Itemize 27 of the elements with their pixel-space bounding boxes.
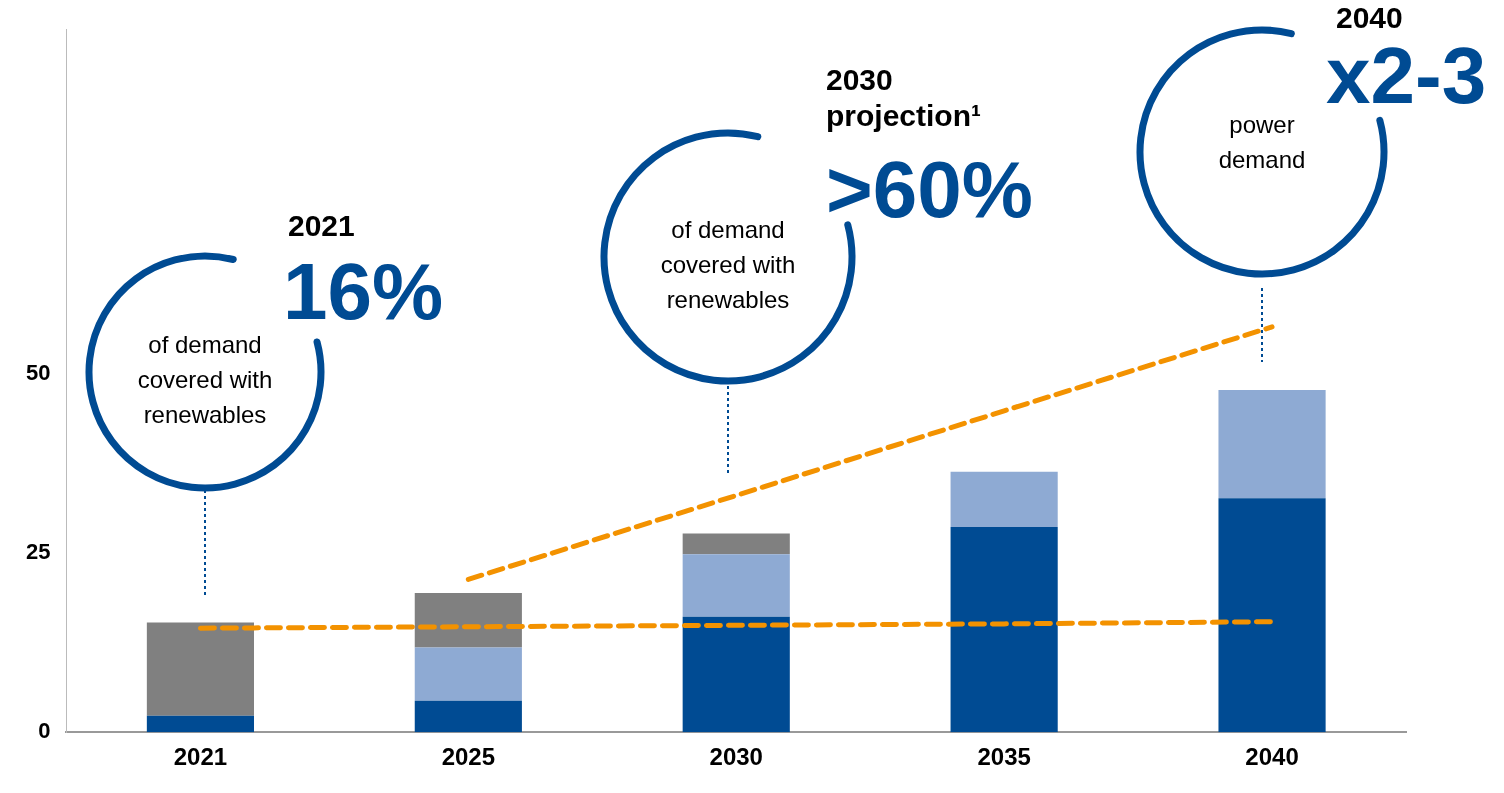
x-tick-label: 2035 [977, 743, 1031, 771]
bar [682, 554, 790, 617]
y-tick-label: 50 [25, 359, 51, 385]
annotation: >60% [826, 145, 1033, 234]
bar [414, 700, 522, 733]
bar [414, 593, 522, 648]
annotation: 2030 projection¹ [826, 62, 982, 134]
annotation: of demand covered with renewables [659, 215, 797, 315]
annotation: of demand covered with renewables [136, 330, 274, 430]
x-tick-label: 2030 [709, 743, 763, 771]
y-tick-label: 0 [38, 718, 51, 744]
bar [950, 527, 1058, 733]
annotation: power demand [1218, 111, 1306, 173]
bar [682, 616, 790, 733]
annotation: 2021 [288, 208, 356, 244]
bar [146, 622, 255, 716]
bar [950, 471, 1058, 528]
bar [414, 647, 522, 701]
bar [1218, 498, 1326, 733]
annotation: 16% [283, 247, 444, 336]
bar [1218, 390, 1326, 499]
bar [682, 533, 790, 555]
x-tick-label: 2021 [173, 743, 228, 771]
y-tick-label: 25 [25, 538, 51, 564]
bar [146, 715, 255, 733]
x-tick-label: 2040 [1245, 743, 1299, 771]
x-tick-label: 2025 [441, 743, 496, 771]
